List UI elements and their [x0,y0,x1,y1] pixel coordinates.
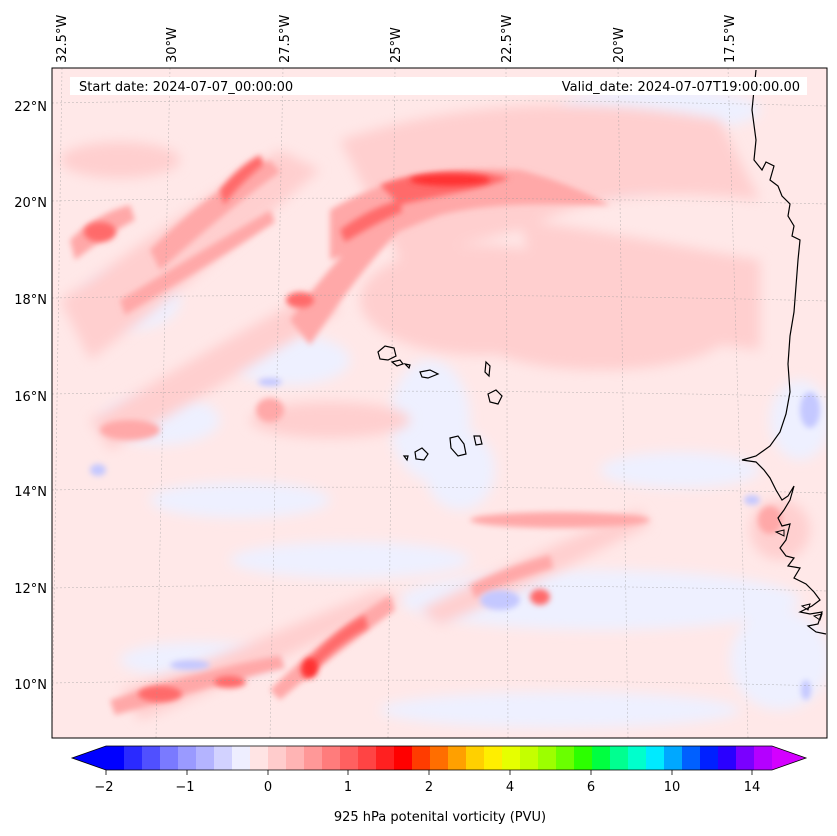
colorbar-cell [268,746,287,770]
colorbar-title: 925 hPa potenital vorticity (PVU) [334,810,546,825]
colorbar-tick-labels: −2 −1 0 1 2 4 6 10 14 [94,780,760,795]
colorbar-cell [466,746,485,770]
colorbar-cell [448,746,467,770]
colorbar-tick-label: 6 [587,780,595,795]
colorbar-cell [286,746,305,770]
colorbar-cell [358,746,377,770]
colorbar-cell [412,746,431,770]
lon-label: 22.5°W [500,15,515,63]
colorbar-cell [520,746,539,770]
latitude-labels: 22°N 20°N 18°N 16°N 14°N 12°N 10°N [14,100,47,693]
colorbar-cell [106,746,125,770]
colorbar: −2 −1 0 1 2 4 6 10 14 925 hPa potenital … [70,745,808,825]
lon-label: 17.5°W [723,15,738,63]
colorbar-tick-label: 10 [664,780,681,795]
lon-label: 30°W [165,27,180,63]
lat-label: 12°N [14,582,47,597]
blue-pv-spots [90,378,820,700]
colorbar-cell [574,746,593,770]
colorbar-tick-label: 4 [506,780,514,795]
date-banner [70,77,807,95]
colorbar-cell [664,746,683,770]
colorbar-cell [556,746,575,770]
peak-positive-pv-field [302,174,490,678]
colorbar-tick-label: 1 [344,780,352,795]
lon-label: 32.5°W [55,15,70,63]
colorbar-cell [322,746,341,770]
colorbar-tick-label: 2 [425,780,433,795]
start-date-label: Start date: 2024-07-07_00:00:00 [79,80,293,95]
colorbar-cell [250,746,269,770]
colorbar-cell [304,746,323,770]
colorbar-cell [196,746,215,770]
colorbar-cell [682,746,701,770]
colorbar-cell [214,746,233,770]
lon-label: 27.5°W [278,15,293,63]
colorbar-cell [718,746,737,770]
lon-label: 20°W [612,27,627,63]
lat-label: 18°N [14,293,47,308]
colorbar-cell [340,746,359,770]
colorbar-cell [124,746,143,770]
lat-label: 22°N [14,100,47,115]
valid-date-label: Valid_date: 2024-07-07T19:00:00.00 [562,80,800,95]
map-frame [51,67,828,739]
colorbar-tick-label: −1 [175,780,194,795]
colorbar-tick-label: 0 [264,780,272,795]
colorbar-cell [736,746,755,770]
african-coastline [741,69,827,635]
colorbar-cell [754,746,773,770]
colorbar-cell [592,746,611,770]
map-panel: Start date: 2024-07-07_00:00:00 Valid_da… [52,68,827,738]
colorbar-cell [538,746,557,770]
colorbar-cell [376,746,395,770]
colorbar-ticks [105,770,753,775]
colorbar-cell [142,746,161,770]
colorbar-under-arrow [72,746,106,770]
colorbar-tick-label: −2 [94,780,113,795]
colorbar-cell [628,746,647,770]
colorbar-cells [106,746,773,770]
colorbar-cell [160,746,179,770]
lat-label: 20°N [14,196,47,211]
colorbar-cell [430,746,449,770]
map-gridlines [52,68,827,738]
island-outlines [377,345,503,462]
colorbar-cell [232,746,251,770]
colorbar-cell [700,746,719,770]
lat-label: 14°N [14,485,47,500]
coastal-islands [774,529,823,621]
colorbar-cell [394,746,413,770]
lat-label: 10°N [14,678,47,693]
colorbar-over-arrow [772,746,806,770]
colorbar-cell [484,746,503,770]
colorbar-cell [502,746,521,770]
colorbar-cell [646,746,665,770]
colorbar-tick-label: 14 [744,780,761,795]
longitude-labels: 32.5°W 30°W 27.5°W 25°W 22.5°W 20°W 17.5… [55,15,738,63]
lon-label: 25°W [389,27,404,63]
colorbar-cell [610,746,629,770]
lat-label: 16°N [14,390,47,405]
colorbar-cell [178,746,197,770]
